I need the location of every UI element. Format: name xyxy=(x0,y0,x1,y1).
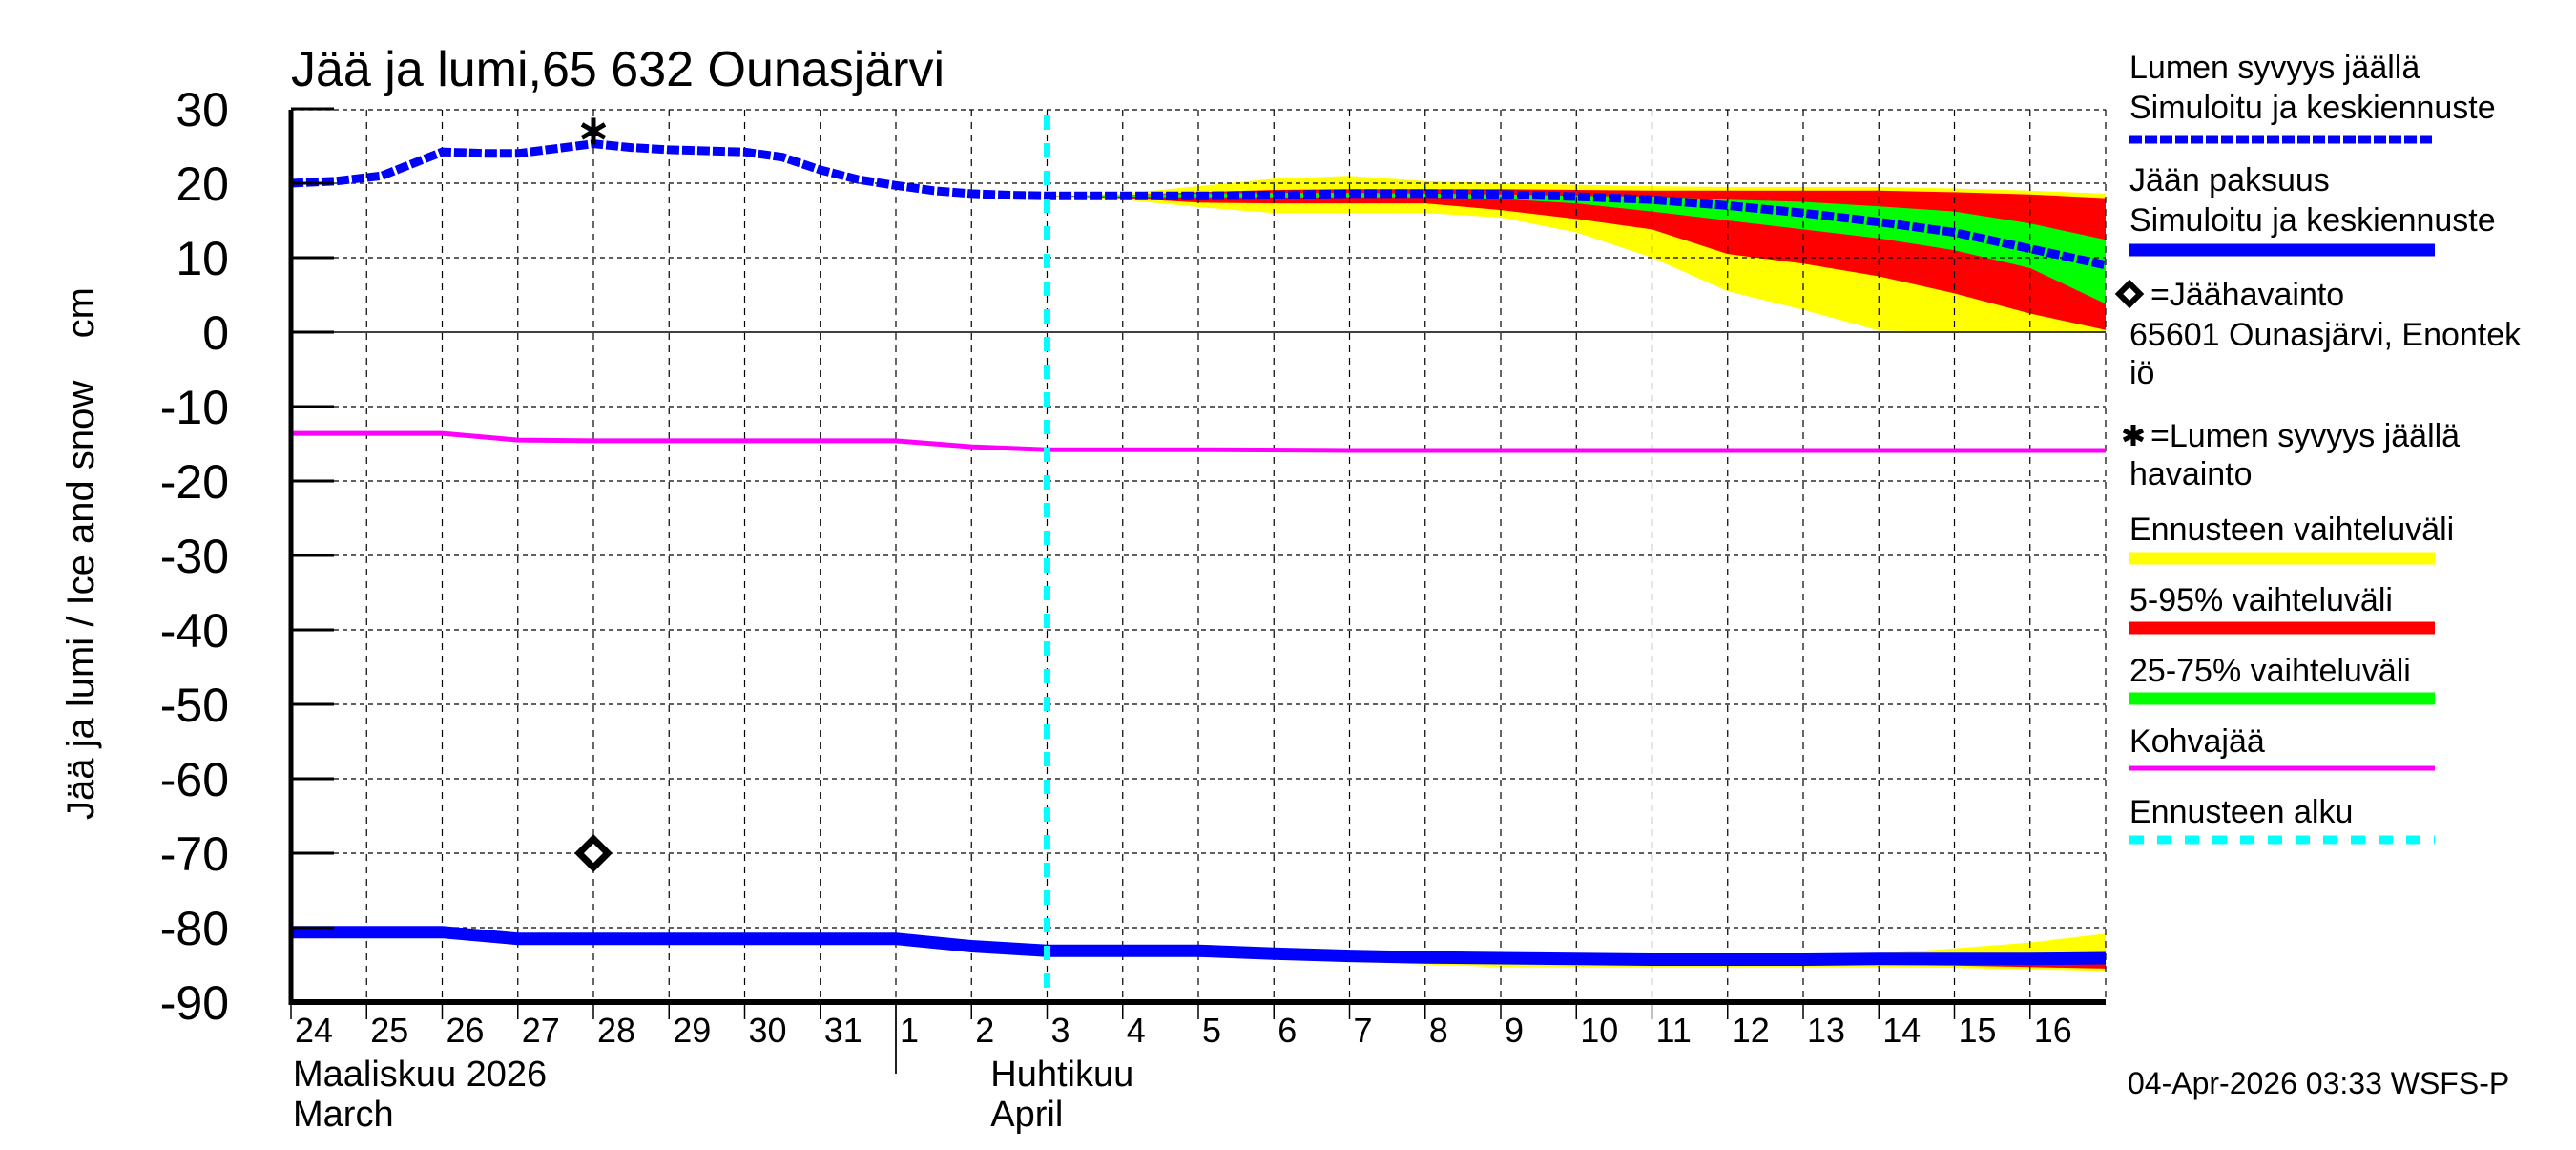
legend-item-range-25-75: 25-75% vaihteluväli xyxy=(2129,653,2411,689)
x-axis-labels: 24 25 26 27 28 29 30 31 1 2 3 4 5 6 7 8 9 10 11 12 13 14 15 16M… xyxy=(290,1002,2072,1135)
x-tick-label: 31 xyxy=(824,1011,862,1050)
observation-markers xyxy=(574,117,613,872)
x-tick-label: 13 xyxy=(1807,1011,1845,1050)
x-tick-label: 28 xyxy=(597,1011,635,1050)
legend-label: Simuloitu ja keskiennuste xyxy=(2129,90,2496,126)
month-label-en: April xyxy=(990,1095,1063,1135)
y-tick-label: 20 xyxy=(176,157,229,211)
x-tick-label: 5 xyxy=(1202,1011,1221,1050)
y-tick-label: -90 xyxy=(160,976,229,1030)
grid-lines xyxy=(291,109,2107,1002)
chart-title: Jää ja lumi,65 632 Ounasjärvi xyxy=(291,42,945,97)
legend-label: Lumen syvyys jäällä xyxy=(2129,50,2420,86)
legend-item-range-all: Ennusteen vaihteluväli xyxy=(2129,512,2454,548)
legend-item-snow: Lumen syvyys jäällä Simuloitu ja keskienn… xyxy=(2129,50,2496,126)
legend-label: Ennusteen alku xyxy=(2129,794,2353,830)
x-tick-label: 6 xyxy=(1278,1011,1297,1050)
month-label-fi: Huhtikuu xyxy=(990,1055,1133,1095)
legend-label: 25-75% vaihteluväli xyxy=(2129,653,2411,689)
y-axis-labels: 30 20 10 0 -10 -20 -30 -40 -50 -60 -70 -80 -90 xyxy=(160,83,229,1030)
x-tick-label: 27 xyxy=(522,1011,560,1050)
x-tick-label: 3 xyxy=(1051,1011,1070,1050)
asterisk-icon xyxy=(2122,428,2145,443)
x-tick-label: 1 xyxy=(900,1011,919,1050)
legend-label: =Jäähavainto xyxy=(2150,277,2344,313)
x-tick-label: 15 xyxy=(1959,1011,1997,1050)
legend-label: 5-95% vaihteluväli xyxy=(2129,582,2393,618)
legend-item-slush: Kohvajää xyxy=(2129,723,2265,760)
legend-label: havainto xyxy=(2129,456,2253,492)
legend-label: 65601 Ounasjärvi, Enontek xyxy=(2129,317,2522,353)
legend-label: Simuloitu ja keskiennuste xyxy=(2129,202,2496,239)
y-tick-label: -20 xyxy=(160,455,229,509)
y-tick-label: -30 xyxy=(160,530,229,583)
x-tick-label: 9 xyxy=(1505,1011,1524,1050)
legend-label: Kohvajää xyxy=(2129,723,2265,760)
x-tick-label: 25 xyxy=(370,1011,408,1050)
ice-observation-diamond-icon xyxy=(574,834,613,872)
snow-observation-asterisk-icon xyxy=(580,117,607,145)
y-tick-label: -60 xyxy=(160,753,229,806)
legend-item-forecast-start: Ennusteen alku xyxy=(2129,794,2353,830)
x-tick-label: 2 xyxy=(975,1011,994,1050)
slush-ice-line xyxy=(291,430,2106,453)
legend-label: Ennusteen vaihteluväli xyxy=(2129,512,2454,548)
x-tick-label: 26 xyxy=(447,1011,485,1050)
x-tick-label: 7 xyxy=(1354,1011,1373,1050)
y-tick-label: 10 xyxy=(176,232,229,285)
y-tick-label: 30 xyxy=(176,83,229,136)
x-tick-label: 29 xyxy=(673,1011,711,1050)
x-tick-label: 4 xyxy=(1127,1011,1146,1050)
diamond-icon xyxy=(2114,279,2145,309)
x-tick-label: 11 xyxy=(1656,1011,1692,1050)
y-tick-label: 0 xyxy=(202,306,229,360)
month-label-en: March xyxy=(293,1095,394,1135)
legend-item-range-5-95: 5-95% vaihteluväli xyxy=(2129,582,2393,618)
month-label-fi: Maaliskuu 2026 xyxy=(293,1055,547,1095)
y-tick-label: -10 xyxy=(160,381,229,434)
x-tick-label: 30 xyxy=(749,1011,787,1050)
y-axis-label: Jää ja lumi / Ice and snow cm xyxy=(60,287,102,820)
legend-label: =Lumen syvyys jäällä xyxy=(2150,418,2460,454)
data-series xyxy=(290,115,2107,1002)
timestamp: 04-Apr-2026 03:33 WSFS-P xyxy=(2128,1066,2509,1100)
ice-thickness-line xyxy=(291,926,2107,966)
y-tick-label: -50 xyxy=(160,679,229,732)
x-tick-label: 24 xyxy=(295,1011,333,1050)
snow-depth-line xyxy=(290,139,2107,270)
x-tick-label: 16 xyxy=(2034,1011,2072,1050)
legend-label: Jään paksuus xyxy=(2129,162,2330,199)
x-tick-label: 14 xyxy=(1882,1011,1921,1050)
x-tick-label: 10 xyxy=(1580,1011,1618,1050)
legend: Lumen syvyys jäällä Simuloitu ja keskienn… xyxy=(2114,50,2522,845)
y-tick-label: -40 xyxy=(160,604,229,658)
x-tick-label: 8 xyxy=(1429,1011,1448,1050)
y-tick-label: -70 xyxy=(160,827,229,881)
x-tick-label: 12 xyxy=(1732,1011,1770,1050)
legend-label: iö xyxy=(2129,355,2154,391)
y-tick-label: -80 xyxy=(160,902,229,955)
